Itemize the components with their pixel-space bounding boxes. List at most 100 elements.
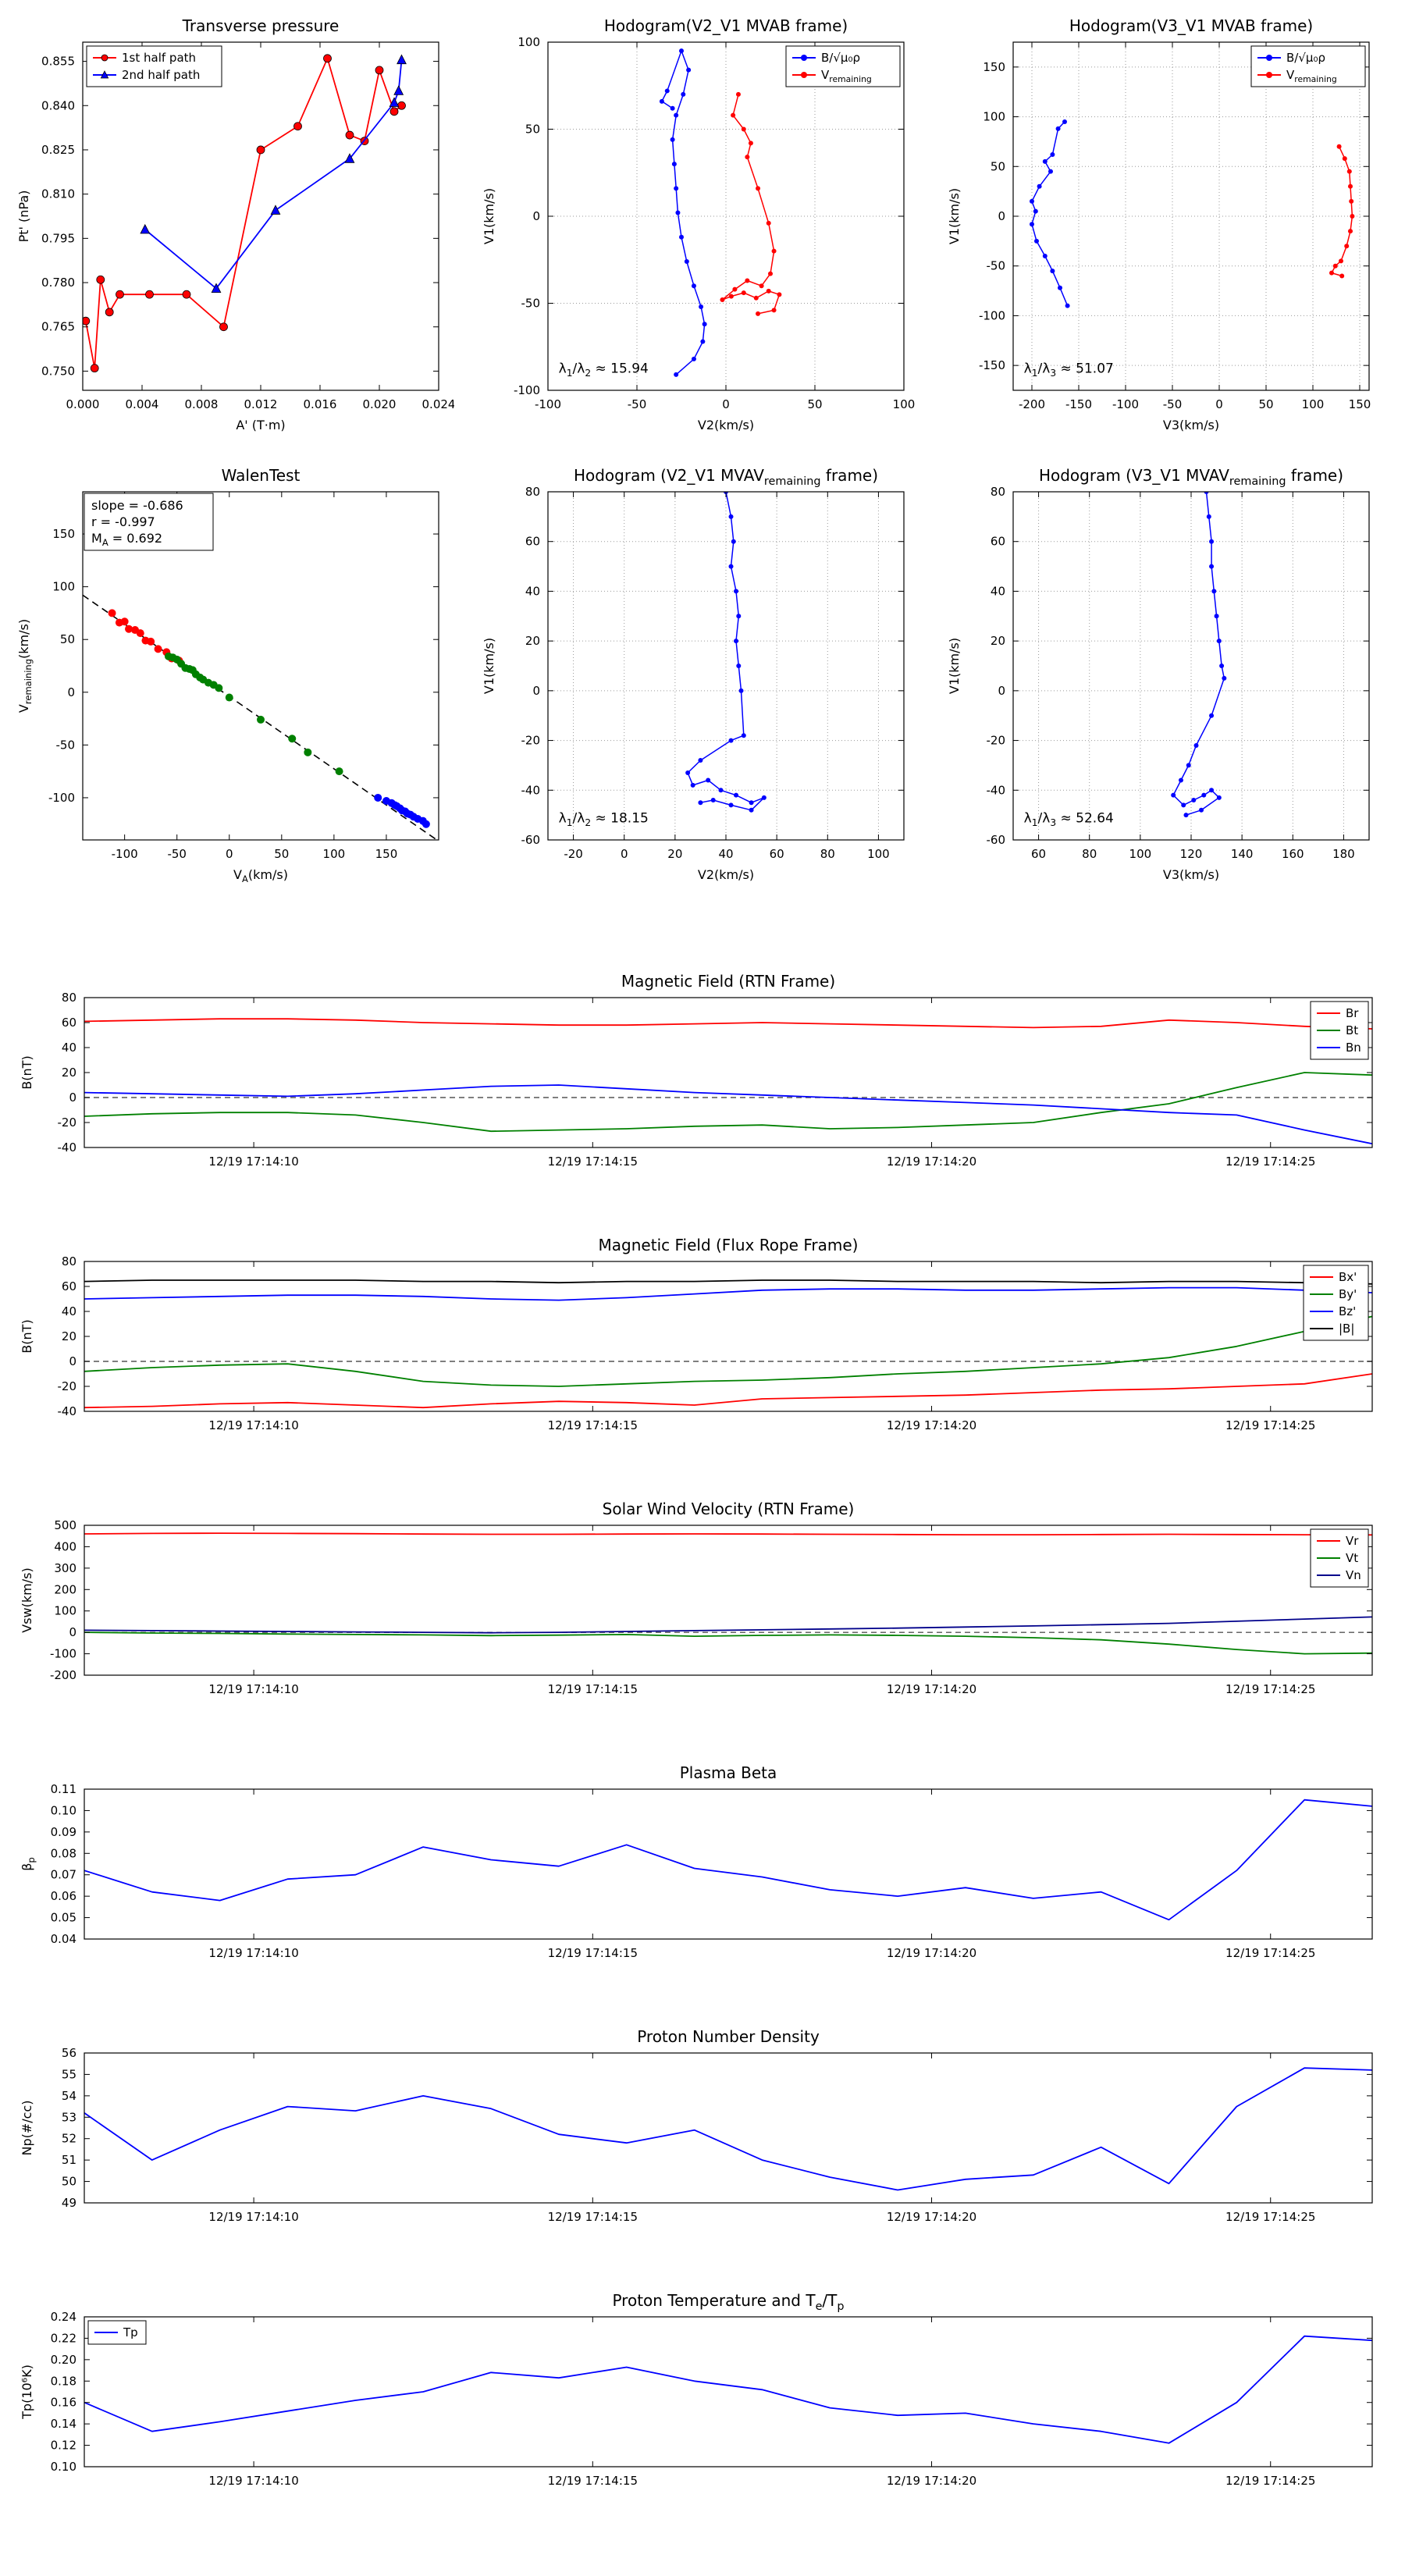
chart-proton-temperature: 12/19 17:14:10 12/19 17:14:15 12/19 17:14:… bbox=[16, 2286, 1389, 2504]
svg-text:Bt: Bt bbox=[1346, 1023, 1358, 1037]
svg-text:0: 0 bbox=[69, 1354, 76, 1368]
svg-text:12/19 17:14:25: 12/19 17:14:25 bbox=[1225, 1946, 1315, 1960]
svg-text:80: 80 bbox=[62, 991, 76, 1005]
svg-text:By': By' bbox=[1339, 1287, 1357, 1301]
svg-text:0: 0 bbox=[998, 209, 1005, 223]
svg-text:-200: -200 bbox=[1019, 397, 1045, 411]
svg-text:Solar Wind Velocity (RTN Frame: Solar Wind Velocity (RTN Frame) bbox=[603, 1500, 855, 1518]
chart-hodogram-v2v1-mvav: -20 0 20 40 60 80 100 -60 -40 -20 0 20 40 60 80 Hodogra… bbox=[478, 459, 919, 888]
svg-text:0.840: 0.840 bbox=[41, 98, 75, 112]
svg-text:100: 100 bbox=[52, 580, 75, 594]
svg-text:-20: -20 bbox=[521, 734, 541, 748]
chart-transverse-pressure: 0.000 0.004 0.008 0.012 0.016 0.020 0.024 0.750… bbox=[12, 9, 455, 439]
svg-text:100: 100 bbox=[518, 35, 540, 49]
svg-text:Proton Temperature and Te​/Tp​: Proton Temperature and Te​/Tp​ bbox=[612, 2291, 844, 2313]
svg-text:Transverse pressure: Transverse pressure bbox=[182, 16, 340, 35]
chart-solar-wind-velocity: 12/19 17:14:10 12/19 17:14:15 12/19 17:14:… bbox=[16, 1494, 1389, 1713]
svg-text:0.22: 0.22 bbox=[51, 2331, 76, 2345]
svg-text:12/19 17:14:15: 12/19 17:14:15 bbox=[548, 2474, 638, 2488]
svg-text:53: 53 bbox=[62, 2110, 76, 2124]
svg-text:0.795: 0.795 bbox=[41, 231, 75, 245]
svg-text:V1(km/s): V1(km/s) bbox=[947, 638, 962, 694]
svg-text:50: 50 bbox=[60, 632, 75, 646]
svg-text:0: 0 bbox=[621, 847, 628, 861]
svg-text:12/19 17:14:20: 12/19 17:14:20 bbox=[887, 1682, 976, 1696]
svg-text:12/19 17:14:20: 12/19 17:14:20 bbox=[887, 1946, 976, 1960]
svg-text:0.07: 0.07 bbox=[51, 1868, 76, 1882]
chart-hodogram-v3v1-mvab: -200 -150 -100 -50 0 50 100 150 -150 -100 -50 0 50 10… bbox=[943, 9, 1385, 439]
svg-text:B/√μ₀ρ: B/√μ₀ρ bbox=[1286, 51, 1325, 65]
svg-text:52: 52 bbox=[62, 2132, 76, 2146]
svg-text:λ1​/λ2​ ≈ 18.15: λ1​/λ2​ ≈ 18.15 bbox=[559, 811, 649, 828]
svg-text:0.825: 0.825 bbox=[41, 143, 75, 157]
svg-text:Np(#/cc): Np(#/cc) bbox=[20, 2101, 34, 2156]
svg-text:0: 0 bbox=[69, 1625, 76, 1639]
svg-text:80: 80 bbox=[62, 1254, 76, 1268]
svg-text:-150: -150 bbox=[979, 358, 1005, 372]
svg-text:-40: -40 bbox=[987, 783, 1006, 797]
svg-text:Bn: Bn bbox=[1346, 1041, 1361, 1055]
svg-text:0.810: 0.810 bbox=[41, 187, 75, 201]
svg-text:12/19 17:14:25: 12/19 17:14:25 bbox=[1225, 1682, 1315, 1696]
svg-text:-100: -100 bbox=[48, 791, 75, 805]
svg-text:40: 40 bbox=[525, 584, 540, 598]
svg-text:0: 0 bbox=[69, 1091, 76, 1105]
svg-text:Vr: Vr bbox=[1346, 1534, 1359, 1548]
svg-text:20: 20 bbox=[991, 634, 1005, 648]
row-second-charts: -100 -50 0 50 100 150 -100 -50 0 50 100 150 WalenTes… bbox=[12, 459, 1393, 888]
svg-text:60: 60 bbox=[62, 1016, 76, 1030]
svg-text:Vsw(km/s): Vsw(km/s) bbox=[20, 1567, 34, 1632]
svg-text:-150: -150 bbox=[1065, 397, 1092, 411]
svg-text:12/19 17:14:15: 12/19 17:14:15 bbox=[548, 1418, 638, 1432]
svg-text:12/19 17:14:15: 12/19 17:14:15 bbox=[548, 1155, 638, 1169]
svg-text:0.11: 0.11 bbox=[51, 1782, 76, 1796]
svg-text:0.06: 0.06 bbox=[51, 1889, 76, 1903]
svg-text:300: 300 bbox=[54, 1561, 76, 1575]
svg-text:160: 160 bbox=[1282, 847, 1304, 861]
svg-text:Bz': Bz' bbox=[1339, 1304, 1356, 1318]
svg-text:-20: -20 bbox=[564, 847, 583, 861]
svg-text:-50: -50 bbox=[987, 259, 1006, 273]
svg-text:-20: -20 bbox=[987, 734, 1006, 748]
svg-text:-40: -40 bbox=[58, 1140, 77, 1155]
svg-text:-40: -40 bbox=[521, 783, 541, 797]
svg-text:80: 80 bbox=[1082, 847, 1097, 861]
svg-text:-50: -50 bbox=[167, 847, 187, 861]
svg-text:βp​: βp​ bbox=[20, 1857, 37, 1871]
svg-text:0.05: 0.05 bbox=[51, 1911, 76, 1925]
svg-text:12/19 17:14:25: 12/19 17:14:25 bbox=[1225, 2210, 1315, 2224]
svg-text:Tp: Tp bbox=[123, 2325, 138, 2339]
svg-text:12/19 17:14:25: 12/19 17:14:25 bbox=[1225, 1418, 1315, 1432]
svg-text:20: 20 bbox=[667, 847, 682, 861]
chart-magnetic-field-rtn: 12/19 17:14:10 12/19 17:14:15 12/19 17:14:… bbox=[16, 966, 1389, 1185]
svg-text:150: 150 bbox=[375, 847, 398, 861]
svg-text:0.20: 0.20 bbox=[51, 2353, 76, 2367]
svg-text:λ1​/λ3​ ≈ 52.64: λ1​/λ3​ ≈ 52.64 bbox=[1024, 811, 1114, 828]
svg-text:12/19 17:14:10: 12/19 17:14:10 bbox=[208, 2474, 298, 2488]
svg-text:0: 0 bbox=[1215, 397, 1223, 411]
svg-text:0.10: 0.10 bbox=[51, 2460, 76, 2474]
svg-text:|B|: |B| bbox=[1339, 1322, 1354, 1336]
svg-text:60: 60 bbox=[1031, 847, 1046, 861]
svg-text:MA​ = 0.692: MA​ = 0.692 bbox=[91, 531, 162, 548]
svg-text:Vremaining​: Vremaining​ bbox=[1286, 68, 1337, 84]
svg-text:slope = -0.686: slope = -0.686 bbox=[91, 498, 183, 513]
svg-text:12/19 17:14:20: 12/19 17:14:20 bbox=[887, 2474, 976, 2488]
svg-text:400: 400 bbox=[54, 1539, 76, 1553]
svg-text:Bx': Bx' bbox=[1339, 1270, 1357, 1284]
svg-text:0.04: 0.04 bbox=[51, 1932, 76, 1946]
svg-text:20: 20 bbox=[525, 634, 540, 648]
svg-text:0: 0 bbox=[226, 847, 233, 861]
svg-text:12/19 17:14:10: 12/19 17:14:10 bbox=[208, 1418, 298, 1432]
svg-text:WalenTest: WalenTest bbox=[222, 466, 301, 485]
svg-text:12/19 17:14:25: 12/19 17:14:25 bbox=[1225, 1155, 1315, 1169]
svg-text:Magnetic Field (Flux Rope Fram: Magnetic Field (Flux Rope Frame) bbox=[599, 1236, 859, 1254]
svg-text:50: 50 bbox=[807, 397, 822, 411]
svg-text:12/19 17:14:15: 12/19 17:14:15 bbox=[548, 2210, 638, 2224]
chart-plasma-beta: 12/19 17:14:10 12/19 17:14:15 12/19 17:14:… bbox=[16, 1758, 1389, 1976]
svg-text:140: 140 bbox=[1231, 847, 1254, 861]
svg-text:40: 40 bbox=[62, 1304, 76, 1318]
svg-text:0.004: 0.004 bbox=[126, 397, 159, 411]
svg-text:50: 50 bbox=[991, 159, 1005, 173]
svg-text:-20: -20 bbox=[58, 1379, 77, 1393]
